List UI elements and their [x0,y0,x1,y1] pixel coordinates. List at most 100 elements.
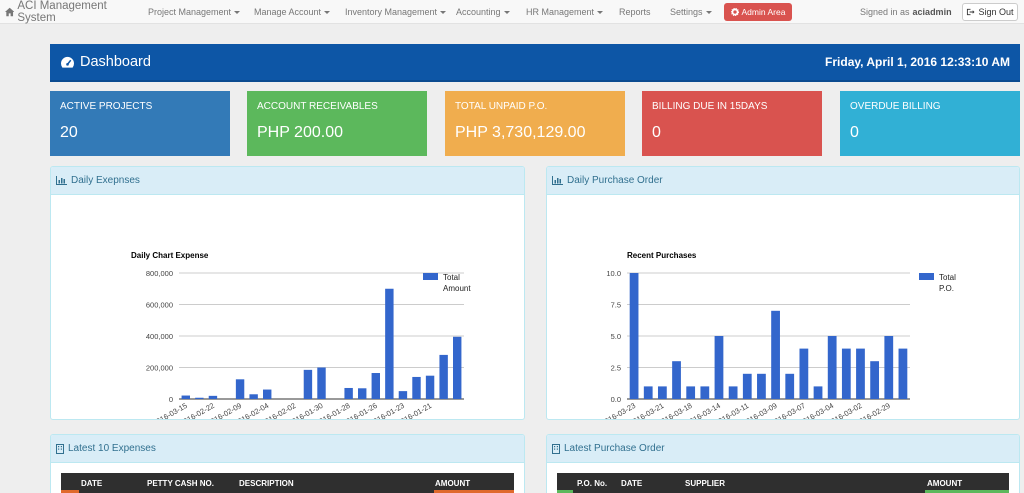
page-title: Dashboard [60,54,151,70]
nav-label: HR Management [526,7,595,17]
row-accent [61,490,79,493]
column-header-date[interactable]: DATE [81,479,103,488]
bar[interactable] [358,388,367,399]
bar[interactable] [870,361,880,399]
admin-area-button[interactable]: Admin Area [724,3,792,21]
bar[interactable] [856,348,865,399]
stat-value: PHP 3,730,129.00 [455,124,586,141]
nav-label: Project Management [148,7,232,17]
purchase-table-header: P.O. No. DATE SUPPLIER AMOUNT [557,473,1009,493]
caret-down-icon [324,10,331,14]
row-accent [557,490,573,493]
column-header-date[interactable]: DATE [621,479,643,488]
nav-label: Inventory Management [345,7,438,17]
panel-title: Daily Exepnses [71,175,140,186]
current-datetime: Friday, April 1, 2016 12:33:10 AM [825,55,1010,69]
bar[interactable] [827,336,837,399]
username: aciadmin [912,7,952,17]
bar[interactable] [657,386,667,399]
column-header-supplier[interactable]: SUPPLIER [685,479,726,488]
building-icon [552,443,560,454]
column-header-amount[interactable]: AMOUNT [435,479,471,488]
y-tick-label: 800,000 [146,269,173,278]
panel-title: Latest Purchase Order [564,443,665,454]
chart-title: Recent Purchases [627,251,697,260]
bar[interactable] [813,386,823,399]
bar[interactable] [785,373,795,399]
column-header-petty-cash-no[interactable]: PETTY CASH NO. [147,479,214,488]
bar[interactable] [235,379,245,399]
stat-total-unpaid-po[interactable]: TOTAL UNPAID P.O. PHP 3,730,129.00 [445,91,625,156]
panel-daily-expenses: Daily Exepnses Daily Chart Expense 0 200,0… [50,166,525,420]
y-tick-label: 0 [169,395,173,404]
stat-account-receivables[interactable]: ACCOUNT RECEIVABLES PHP 200.00 [247,91,427,156]
y-tick-label: 7.5 [611,301,621,310]
y-tick-label: 200,000 [146,364,173,373]
legend-swatch [423,273,438,280]
bar[interactable] [643,386,653,399]
stat-value: 20 [60,124,78,141]
bar[interactable] [884,336,894,399]
bar[interactable] [371,373,380,399]
bar[interactable] [317,367,326,400]
nav-hr-management[interactable]: HR Management [526,0,604,24]
column-header-po-no[interactable]: P.O. No. [577,479,608,488]
bar[interactable] [453,336,462,399]
bar[interactable] [303,369,313,399]
bar[interactable] [672,361,681,399]
bar[interactable] [385,288,394,399]
bar[interactable] [898,348,908,399]
nav-settings[interactable]: Settings [670,0,712,24]
bar[interactable] [439,354,448,399]
signed-in-text: Signed in as aciadmin [860,0,952,24]
bar[interactable] [771,310,780,399]
stat-overdue-billing[interactable]: OVERDUE BILLING 0 [840,91,1020,156]
signed-in-prefix: Signed in as [860,7,910,17]
column-header-description[interactable]: DESCRIPTION [239,479,294,488]
stat-label: TOTAL UNPAID P.O. [455,101,548,112]
row-accent [925,490,1009,493]
bar[interactable] [181,395,190,399]
bar[interactable] [757,373,766,399]
caret-down-icon [234,10,241,14]
bar[interactable] [208,395,218,399]
y-tick-label: 2.5 [611,364,621,373]
panel-latest-expenses: Latest 10 Expenses DATE PETTY CASH NO. D… [50,434,525,493]
y-tick-label: 600,000 [146,301,173,310]
stat-active-projects[interactable]: ACTIVE PROJECTS 20 [50,91,230,156]
bar[interactable] [714,336,724,399]
gear-icon [730,8,739,16]
bar-chart-icon [552,176,563,185]
bar[interactable] [425,375,435,399]
stat-billing-due[interactable]: BILLING DUE IN 15DAYS 0 [642,91,822,156]
bar[interactable] [398,391,408,399]
legend-swatch [919,273,934,280]
nav-manage-account[interactable]: Manage Account [254,0,331,24]
nav-reports[interactable]: Reports [619,0,651,24]
bar[interactable] [195,397,204,399]
caret-down-icon [440,10,447,14]
nav-project-management[interactable]: Project Management [148,0,241,24]
brand-link[interactable]: ACI Management System [0,0,140,24]
sign-out-button[interactable]: Sign Out [962,3,1018,21]
bar[interactable] [249,394,258,399]
bar[interactable] [344,387,353,399]
nav-accounting[interactable]: Accounting [456,0,510,24]
bar[interactable] [742,373,752,399]
bar[interactable] [263,389,272,399]
bar[interactable] [412,376,421,399]
nav-inventory-management[interactable]: Inventory Management [345,0,447,24]
bar[interactable] [629,273,639,399]
bar[interactable] [686,386,696,399]
panel-heading: Latest 10 Expenses [51,435,524,463]
sign-out-label: Sign Out [978,7,1014,17]
bar[interactable] [700,386,710,399]
bar[interactable] [799,348,809,399]
column-header-amount[interactable]: AMOUNT [927,479,963,488]
top-navbar: ACI Management System Project Management… [0,0,1024,24]
y-tick-label: 10.0 [606,269,621,278]
expenses-table-header: DATE PETTY CASH NO. DESCRIPTION AMOUNT [61,473,514,493]
nav-label: Reports [619,7,651,17]
bar[interactable] [728,386,738,399]
bar[interactable] [841,348,851,399]
